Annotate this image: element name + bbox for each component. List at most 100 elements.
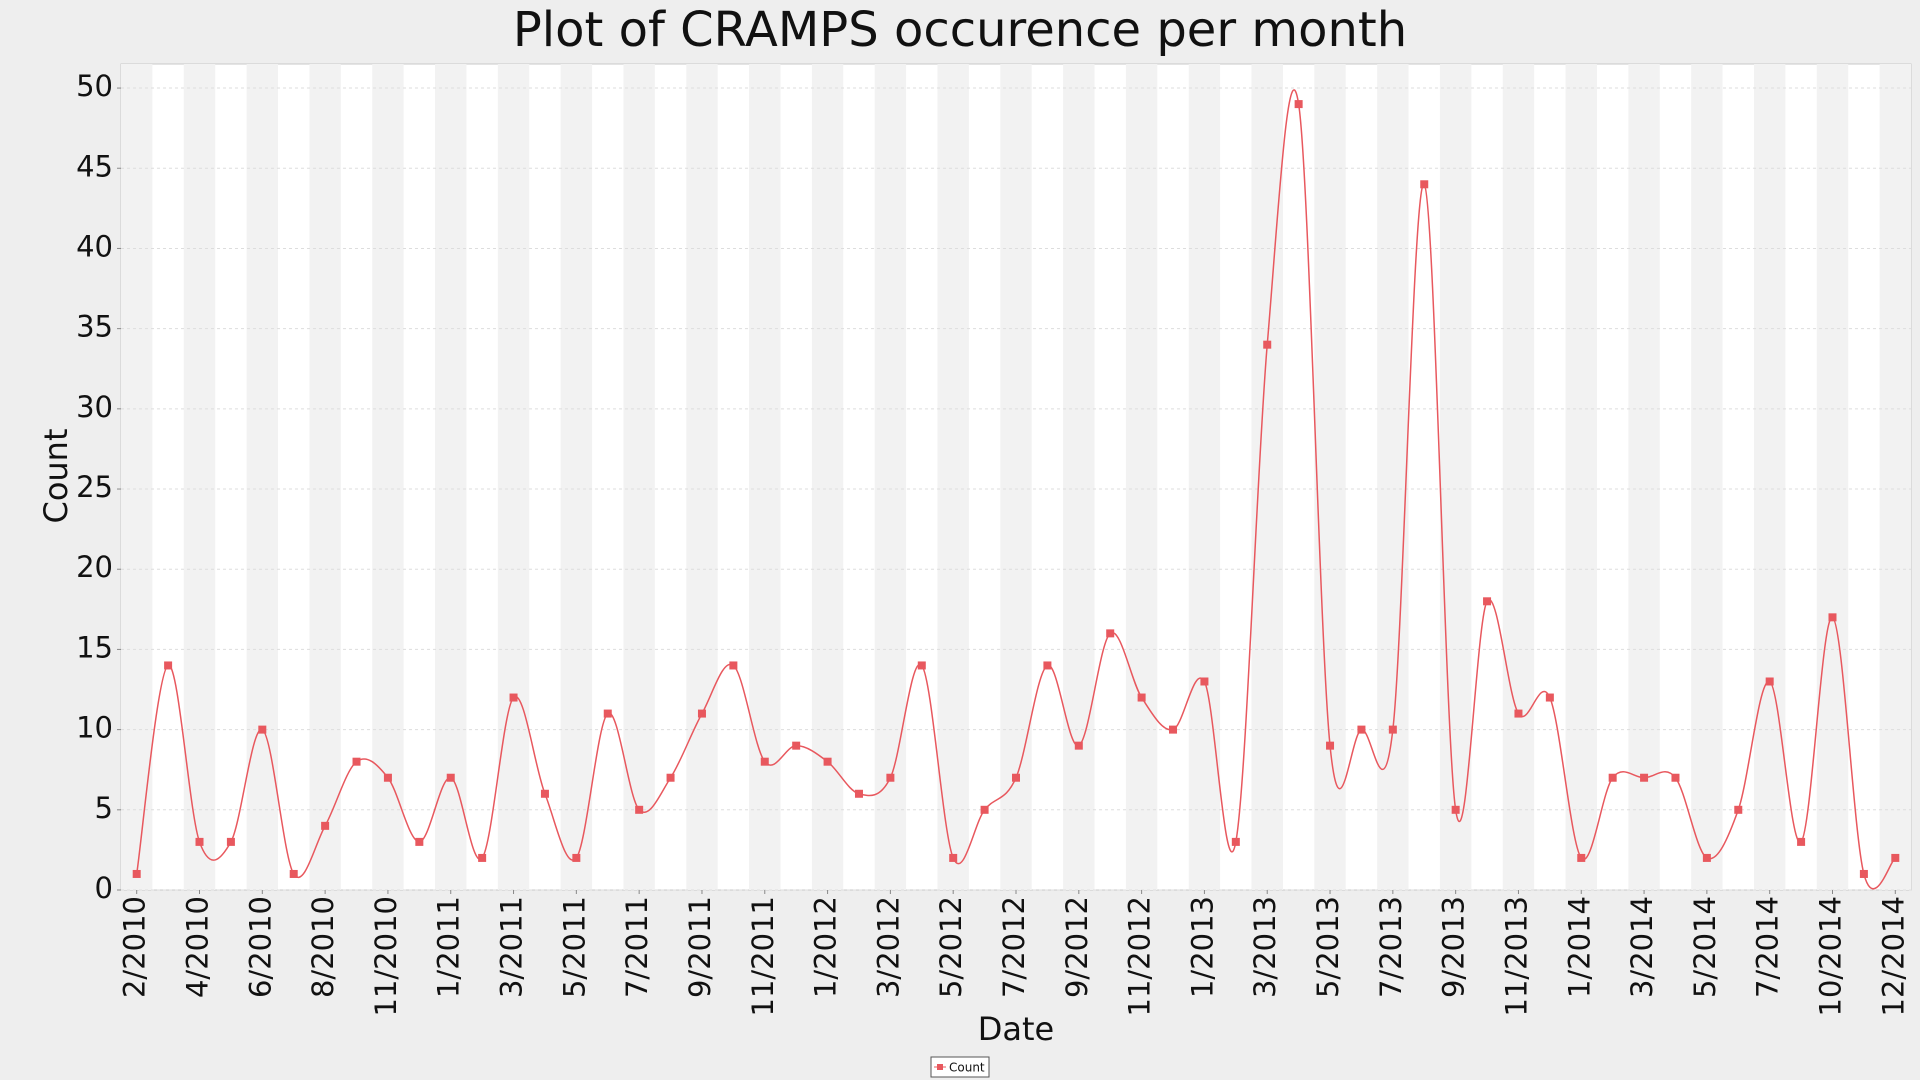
point-marker (1859, 869, 1868, 878)
point-marker (1765, 677, 1774, 686)
point-marker (635, 805, 644, 814)
y-tick-label: 30 (76, 390, 113, 424)
point-marker (1828, 613, 1837, 622)
point-marker (1326, 741, 1335, 750)
point-marker (980, 805, 989, 814)
point-marker (1294, 100, 1303, 109)
point-marker (415, 837, 424, 846)
x-axis-label: Date (978, 1010, 1054, 1048)
x-tick-label: 3/2011 (495, 896, 529, 998)
point-marker (823, 757, 832, 766)
point-marker (1169, 725, 1178, 734)
x-tick-label: 6/2010 (243, 896, 277, 998)
point-marker (1891, 853, 1900, 862)
point-marker (1545, 693, 1554, 702)
band-stripe (372, 64, 404, 890)
point-marker (854, 789, 863, 798)
chart-title: Plot of CRAMPS occurence per month (513, 2, 1407, 58)
x-tick-label: 1/2013 (1185, 896, 1219, 998)
point-marker (666, 773, 675, 782)
point-marker (321, 821, 330, 830)
point-marker (164, 661, 173, 670)
y-tick-label: 5 (95, 791, 113, 825)
point-marker (886, 773, 895, 782)
point-marker (540, 789, 549, 798)
point-marker (1012, 773, 1020, 782)
band-stripe (1565, 64, 1597, 890)
band-stripe (1125, 64, 1158, 890)
band-stripe (1188, 64, 1221, 890)
x-tick-label: 11/2013 (1499, 896, 1533, 1016)
band-stripe (435, 64, 467, 890)
x-tick-label: 5/2013 (1311, 896, 1345, 998)
point-marker (792, 741, 801, 750)
x-tick-label: 12/2014 (1876, 896, 1910, 1016)
point-marker (1483, 597, 1492, 606)
y-tick-label: 0 (95, 871, 113, 905)
x-tick-label: 11/2010 (369, 896, 403, 1016)
band-stripe (1879, 64, 1911, 890)
point-marker (509, 693, 518, 702)
band-stripe (1502, 64, 1535, 890)
legend-marker (937, 1064, 943, 1070)
point-marker (1357, 725, 1366, 734)
band-stripe (560, 64, 593, 890)
point-marker (603, 709, 612, 718)
legend-label: Count (949, 1061, 985, 1075)
x-tick-label: 3/2012 (871, 896, 905, 998)
x-tick-label: 9/2011 (683, 896, 717, 998)
x-tick-label: 11/2012 (1123, 896, 1157, 1016)
y-tick-label: 45 (76, 149, 113, 183)
point-marker (729, 661, 738, 670)
y-axis-label: Count (37, 428, 75, 523)
band-stripe (1816, 64, 1849, 890)
point-marker (289, 869, 298, 878)
band-stripe (121, 64, 153, 890)
x-tick-label: 1/2012 (809, 896, 843, 998)
x-tick-label: 7/2014 (1751, 896, 1785, 998)
x-tick-label: 3/2014 (1625, 896, 1659, 998)
band-stripe (183, 64, 216, 890)
point-marker (1514, 709, 1523, 718)
point-marker (697, 709, 706, 718)
point-marker (1671, 773, 1680, 782)
x-tick-label: 1/2014 (1562, 896, 1596, 998)
point-marker (1263, 340, 1272, 349)
x-tick-label: 2/2010 (118, 896, 152, 998)
band-stripe (1753, 64, 1786, 890)
point-marker (1388, 725, 1397, 734)
point-marker (1200, 677, 1209, 686)
point-marker (917, 661, 926, 670)
point-marker (949, 853, 958, 862)
point-marker (1577, 853, 1586, 862)
point-marker (1702, 853, 1711, 862)
x-tick-label: 10/2014 (1813, 896, 1847, 1016)
point-marker (446, 773, 455, 782)
point-marker (1420, 180, 1429, 189)
y-tick-label: 10 (76, 711, 113, 745)
band-stripe (1251, 64, 1283, 890)
band-stripe (1439, 64, 1472, 890)
y-tick-label: 25 (76, 470, 113, 504)
band-stripe (309, 64, 341, 890)
band-stripe (1377, 64, 1409, 890)
x-tick-label: 5/2012 (934, 896, 968, 998)
band-stripe (1314, 64, 1346, 890)
point-marker (1043, 661, 1052, 670)
band-stripe (1063, 64, 1095, 890)
x-tick-label: 5/2011 (557, 896, 591, 998)
band-stripe (623, 64, 655, 890)
point-marker (572, 853, 581, 862)
point-marker (760, 757, 769, 766)
point-marker (478, 853, 487, 862)
band-stripe (811, 64, 844, 890)
point-marker (1106, 629, 1115, 638)
band-stripe (1628, 64, 1660, 890)
y-tick-label: 50 (76, 69, 113, 103)
x-tick-label: 8/2010 (306, 896, 340, 998)
point-marker (1074, 741, 1083, 750)
point-marker (226, 837, 235, 846)
point-marker (383, 773, 392, 782)
band-stripe (1000, 64, 1032, 890)
